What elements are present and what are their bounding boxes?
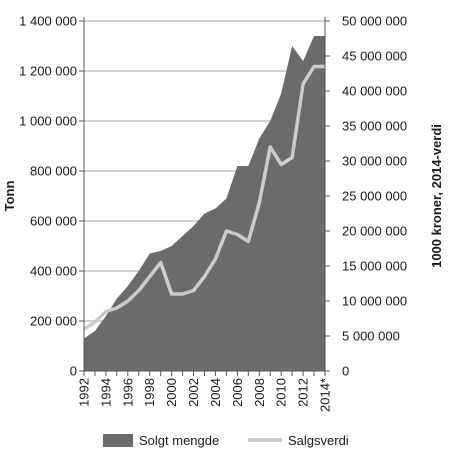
y-left-tick-label: 1 000 000 bbox=[19, 114, 77, 129]
x-tick-label: 1992 bbox=[77, 378, 92, 407]
area-solgt-mengde bbox=[84, 36, 325, 371]
x-tick-label: 2012 bbox=[296, 378, 311, 407]
x-tick-label: 1996 bbox=[120, 378, 135, 407]
y-right-tick-label: 0 bbox=[342, 364, 349, 379]
y-right-tick-label: 30 000 000 bbox=[342, 154, 407, 169]
axis-layer bbox=[79, 17, 330, 376]
x-tick-label: 2004 bbox=[208, 378, 223, 407]
y-right-tick-label: 25 000 000 bbox=[342, 189, 407, 204]
y-right-tick-label: 20 000 000 bbox=[342, 224, 407, 239]
tick-layer: 0 200 000 400 000 600 000 800 000 1 000 000 1 … bbox=[19, 14, 407, 412]
y-left-tick-label: 1 200 000 bbox=[19, 64, 77, 79]
y-left-tick-label: 200 000 bbox=[30, 314, 77, 329]
y-right-tick-label: 10 000 000 bbox=[342, 294, 407, 309]
legend-label-salgsverdi: Salgsverdi bbox=[288, 433, 349, 448]
y-left-tick-label: 600 000 bbox=[30, 214, 77, 229]
legend: Solgt mengde Salgsverdi bbox=[103, 433, 349, 448]
y-left-tick-label: 800 000 bbox=[30, 164, 77, 179]
x-tick-label: 1998 bbox=[142, 378, 157, 407]
y-right-axis-title: 1000 kroner, 2014-verdi bbox=[429, 124, 444, 268]
legend-swatch-solgt-mengde bbox=[103, 434, 133, 447]
y-right-tick-label: 35 000 000 bbox=[342, 119, 407, 134]
y-left-tick-label: 1 400 000 bbox=[19, 14, 77, 29]
y-left-axis-title: Tonn bbox=[2, 181, 17, 212]
x-tick-label: 1994 bbox=[98, 378, 113, 407]
x-tick-label: 2000 bbox=[164, 378, 179, 407]
x-tick-label: 2002 bbox=[186, 378, 201, 407]
x-tick-label: 2014* bbox=[318, 378, 333, 412]
series-layer bbox=[83, 36, 325, 371]
y-left-tick-label: 400 000 bbox=[30, 264, 77, 279]
legend-label-solgt-mengde: Solgt mengde bbox=[139, 433, 219, 448]
y-right-tick-label: 15 000 000 bbox=[342, 259, 407, 274]
y-right-tick-label: 50 000 000 bbox=[342, 14, 407, 29]
y-right-tick-label: 45 000 000 bbox=[342, 49, 407, 64]
y-left-tick-label: 0 bbox=[70, 364, 77, 379]
x-tick-label: 2006 bbox=[230, 378, 245, 407]
line-salgsverdi bbox=[83, 64, 325, 331]
y-right-tick-label: 5 000 000 bbox=[342, 329, 400, 344]
y-right-tick-label: 40 000 000 bbox=[342, 84, 407, 99]
x-tick-label: 2008 bbox=[252, 378, 267, 407]
x-tick-label: 2010 bbox=[274, 378, 289, 407]
